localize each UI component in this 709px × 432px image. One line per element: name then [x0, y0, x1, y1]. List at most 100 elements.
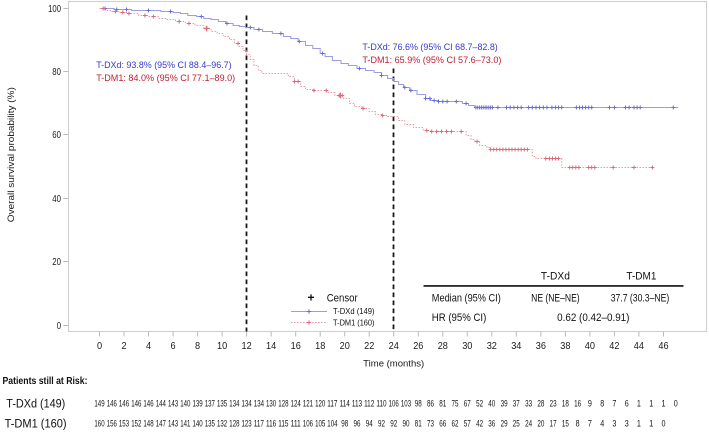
svg-text:148: 148 — [143, 417, 153, 428]
svg-text:75: 75 — [452, 397, 459, 408]
svg-text:1: 1 — [649, 417, 653, 428]
svg-text:117: 117 — [327, 397, 337, 408]
svg-text:140: 140 — [193, 417, 203, 428]
svg-text:T-DM1 (160): T-DM1 (160) — [5, 417, 67, 431]
svg-text:40: 40 — [52, 193, 61, 205]
svg-text:160: 160 — [94, 417, 104, 428]
svg-text:94: 94 — [366, 417, 373, 428]
svg-text:100: 100 — [48, 3, 61, 15]
svg-text:20: 20 — [340, 340, 350, 352]
svg-text:0: 0 — [674, 397, 678, 408]
svg-text:135: 135 — [205, 417, 215, 428]
svg-text:24: 24 — [389, 340, 399, 352]
svg-text:103: 103 — [401, 397, 411, 408]
svg-text:7: 7 — [612, 397, 616, 408]
svg-text:8: 8 — [576, 417, 580, 428]
svg-text:T-DXd: T-DXd — [541, 270, 570, 282]
svg-text:146: 146 — [119, 397, 129, 408]
svg-text:0.62 (0.42–0.91): 0.62 (0.42–0.91) — [557, 312, 629, 324]
svg-text:57: 57 — [464, 417, 471, 428]
svg-text:17: 17 — [550, 417, 557, 428]
svg-text:135: 135 — [217, 397, 227, 408]
svg-text:121: 121 — [303, 397, 313, 408]
svg-text:134: 134 — [242, 397, 252, 408]
svg-text:T-DM1: 84.0% (95% CI 77.1–89.0: T-DM1: 84.0% (95% CI 77.1–89.0) — [96, 73, 235, 84]
svg-text:105: 105 — [315, 417, 325, 428]
svg-text:146: 146 — [107, 397, 117, 408]
svg-text:80: 80 — [52, 66, 61, 78]
svg-text:4: 4 — [600, 417, 604, 428]
svg-text:81: 81 — [439, 397, 446, 408]
svg-text:42: 42 — [476, 417, 483, 428]
svg-text:24: 24 — [525, 417, 532, 428]
svg-text:23: 23 — [550, 397, 557, 408]
svg-text:130: 130 — [266, 397, 276, 408]
svg-text:123: 123 — [242, 417, 252, 428]
svg-text:28: 28 — [438, 340, 448, 352]
svg-text:NE (NE–NE): NE (NE–NE) — [531, 292, 580, 304]
svg-text:T-DXd: 76.6% (95% CI 68.7–82.8: T-DXd: 76.6% (95% CI 68.7–82.8) — [362, 42, 497, 53]
svg-text:143: 143 — [168, 397, 178, 408]
svg-text:106: 106 — [389, 397, 399, 408]
svg-text:14: 14 — [266, 340, 276, 352]
svg-text:112: 112 — [364, 397, 374, 408]
svg-text:140: 140 — [180, 397, 190, 408]
svg-text:Median (95% CI): Median (95% CI) — [432, 292, 501, 304]
svg-text:7: 7 — [588, 417, 592, 428]
svg-text:1: 1 — [637, 397, 641, 408]
svg-text:T-DXd (149): T-DXd (149) — [6, 397, 65, 411]
svg-text:37.7 (30.3–NE): 37.7 (30.3–NE) — [611, 292, 670, 304]
svg-text:26: 26 — [413, 340, 423, 352]
svg-text:34: 34 — [511, 340, 521, 352]
svg-text:0: 0 — [662, 417, 666, 428]
svg-text:20: 20 — [52, 256, 61, 268]
svg-text:T-DM1 (160): T-DM1 (160) — [333, 317, 375, 327]
svg-text:0: 0 — [57, 320, 61, 332]
svg-text:132: 132 — [217, 417, 227, 428]
svg-text:0: 0 — [97, 340, 102, 352]
svg-text:146: 146 — [143, 397, 153, 408]
svg-text:115: 115 — [278, 417, 288, 428]
svg-text:143: 143 — [168, 417, 178, 428]
svg-text:18: 18 — [315, 340, 325, 352]
svg-text:66: 66 — [439, 417, 446, 428]
svg-text:116: 116 — [266, 417, 276, 428]
svg-text:124: 124 — [291, 397, 301, 408]
svg-text:36: 36 — [536, 340, 546, 352]
svg-text:81: 81 — [415, 417, 422, 428]
svg-text:92: 92 — [390, 417, 397, 428]
svg-text:92: 92 — [378, 417, 385, 428]
svg-text:28: 28 — [537, 397, 544, 408]
svg-text:86: 86 — [427, 397, 434, 408]
svg-text:16: 16 — [574, 397, 581, 408]
svg-text:39: 39 — [501, 397, 508, 408]
svg-text:18: 18 — [562, 397, 569, 408]
svg-text:128: 128 — [229, 417, 239, 428]
svg-text:153: 153 — [119, 417, 129, 428]
svg-text:44: 44 — [634, 340, 644, 352]
svg-text:33: 33 — [525, 397, 532, 408]
svg-text:Overall survival probability (: Overall survival probability (%) — [6, 87, 17, 222]
svg-text:+: + — [307, 291, 314, 305]
svg-text:T-DM1: 65.9% (95% CI 57.6–73.0: T-DM1: 65.9% (95% CI 57.6–73.0) — [362, 55, 501, 66]
svg-text:T-DXd: 93.8% (95% CI 88.4–96.7: T-DXd: 93.8% (95% CI 88.4–96.7) — [96, 60, 231, 71]
svg-text:113: 113 — [352, 397, 362, 408]
svg-text:2: 2 — [121, 340, 126, 352]
svg-text:146: 146 — [131, 397, 141, 408]
svg-text:152: 152 — [131, 417, 141, 428]
svg-text:114: 114 — [340, 397, 350, 408]
svg-text:8: 8 — [600, 397, 604, 408]
svg-text:98: 98 — [341, 417, 348, 428]
svg-text:40: 40 — [585, 340, 595, 352]
svg-text:106: 106 — [303, 417, 313, 428]
svg-text:6: 6 — [171, 340, 176, 352]
svg-text:141: 141 — [180, 417, 190, 428]
svg-text:110: 110 — [376, 397, 386, 408]
svg-text:1: 1 — [662, 397, 666, 408]
svg-text:9: 9 — [588, 397, 592, 408]
svg-text:42: 42 — [609, 340, 619, 352]
svg-text:29: 29 — [501, 417, 508, 428]
svg-text:144: 144 — [156, 397, 166, 408]
svg-text:15: 15 — [562, 417, 569, 428]
svg-text:10: 10 — [217, 340, 227, 352]
